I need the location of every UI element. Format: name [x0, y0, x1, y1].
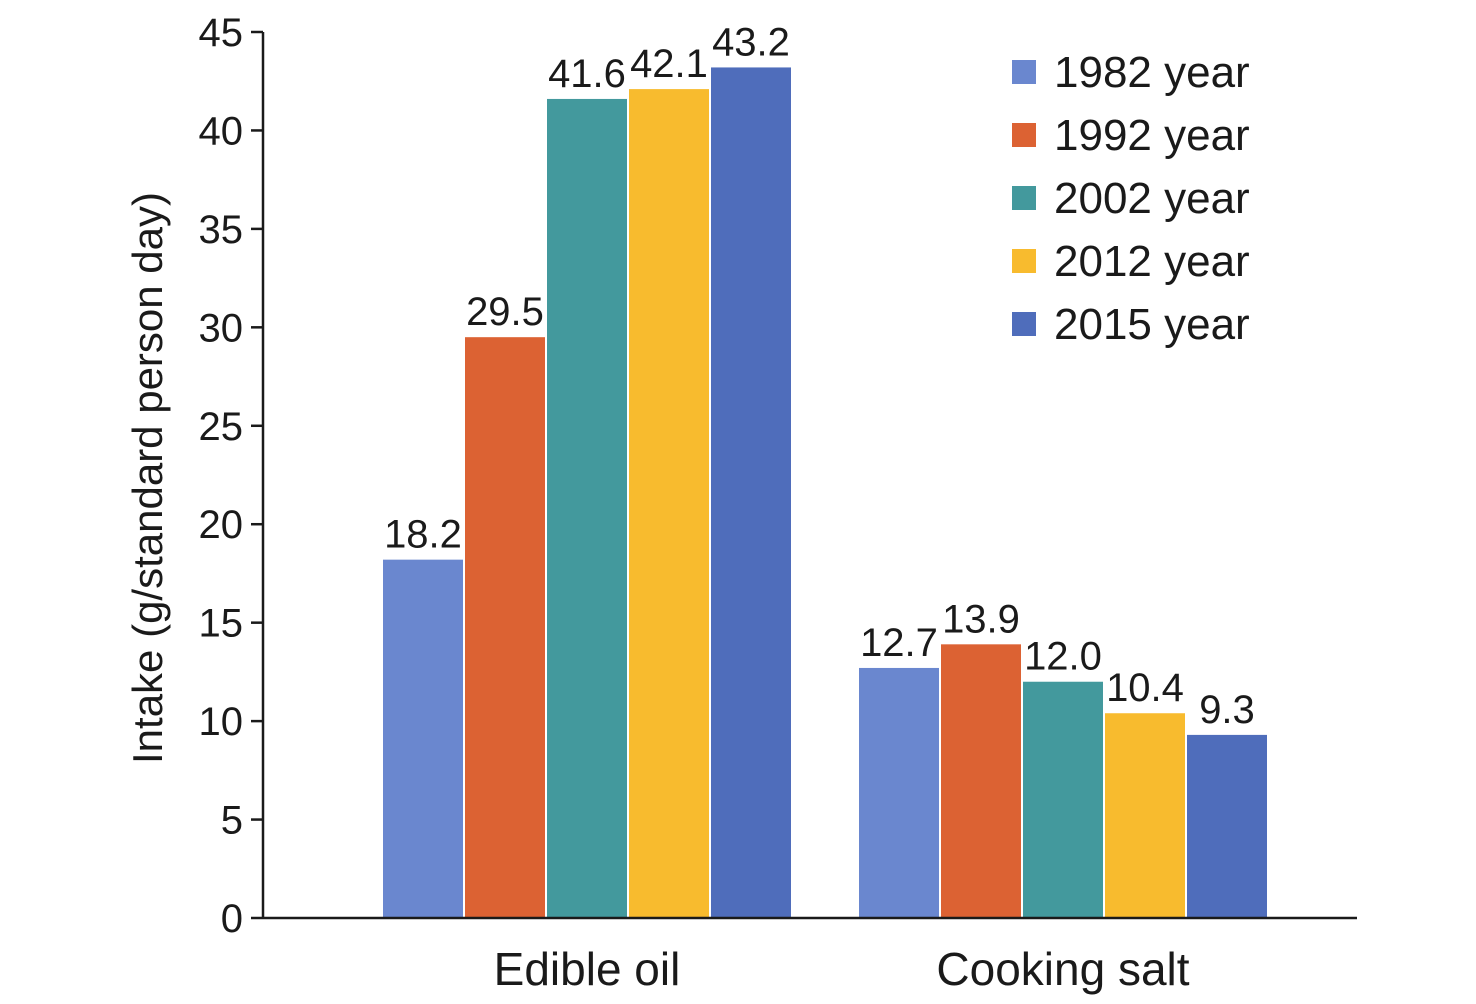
legend-swatch [1012, 249, 1036, 273]
bar-edible-oil-1992 [465, 337, 545, 919]
legend-swatch [1012, 60, 1036, 84]
axes-layer: Edible oil Cooking salt 0 5 10 15 20 25 30 35 40 45 [199, 11, 1357, 995]
bar-cooking-salt-2012 [1105, 713, 1185, 918]
x-category-label: Edible oil [494, 943, 681, 995]
bar-cooking-salt-2002 [1023, 681, 1103, 918]
legend-swatch [1012, 312, 1036, 336]
data-label: 41.6 [548, 52, 626, 96]
bar-cooking-salt-1982 [859, 667, 939, 918]
legend-entry: 2002 year [1054, 174, 1250, 223]
legend-swatch [1012, 186, 1036, 210]
y-tick-label: 40 [199, 109, 244, 153]
y-tick-label: 20 [199, 503, 244, 547]
data-label: 42.1 [630, 42, 708, 86]
legend-entry: 1992 year [1054, 111, 1250, 160]
bar-edible-oil-2015 [711, 67, 791, 918]
bar-edible-oil-1982 [383, 559, 463, 918]
data-labels-layer: 18.2 29.5 41.6 42.1 43.2 12.713.912.010.4 9.3 [384, 20, 1255, 731]
y-tick-label: 25 [199, 405, 244, 449]
data-label: 9.3 [1199, 688, 1255, 732]
legend: 1982 year 1992 year 2002 year 2012 year 2015… [1012, 48, 1250, 349]
y-tick-label: 0 [221, 897, 243, 941]
data-label: 18.2 [384, 513, 462, 557]
y-axis-title: Intake (g/standard person day) [124, 192, 171, 764]
y-tick-label: 45 [199, 11, 244, 55]
bar-cooking-salt-2015 [1187, 734, 1267, 918]
legend-entry: 1982 year [1054, 48, 1250, 97]
bar-edible-oil-2002 [547, 98, 627, 919]
data-label: 29.5 [466, 290, 544, 334]
data-label: 13.9 [942, 597, 1020, 641]
data-label: 43.2 [712, 20, 790, 64]
y-tick-label: 5 [221, 799, 243, 843]
legend-entry: 2012 year [1054, 237, 1250, 286]
bars-layer [383, 67, 1267, 919]
data-label: 10.4 [1106, 666, 1184, 710]
y-tick-label: 35 [199, 208, 244, 252]
x-category-label: Cooking salt [936, 943, 1189, 995]
y-tick-label: 10 [199, 700, 244, 744]
data-label: 12.7 [860, 621, 938, 665]
y-tick-label: 15 [199, 602, 244, 646]
legend-swatch [1012, 123, 1036, 147]
data-label: 12.0 [1024, 635, 1102, 679]
legend-entry: 2015 year [1054, 300, 1250, 349]
y-tick-label: 30 [199, 306, 244, 350]
bar-cooking-salt-1992 [941, 644, 1021, 918]
bar-edible-oil-2012 [629, 89, 709, 918]
